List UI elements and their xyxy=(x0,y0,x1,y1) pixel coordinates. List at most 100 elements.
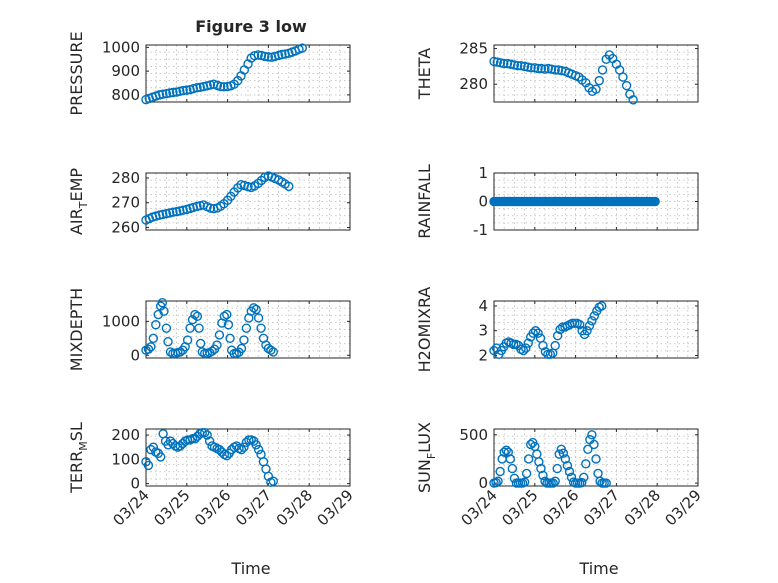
chart-4-point xyxy=(249,303,259,313)
chart-1-point xyxy=(628,95,638,105)
chart-4-point xyxy=(236,343,247,354)
chart-6-ylabel: TERRMSL xyxy=(67,422,90,494)
chart-5-series xyxy=(489,301,607,359)
chart-2-ylabel: AIRTEMP xyxy=(67,168,90,235)
chart-5-point xyxy=(518,345,529,356)
chart-4-series xyxy=(141,297,278,359)
chart-7-point xyxy=(536,463,546,474)
chart-2-ylabel-suffix: EMP xyxy=(67,168,86,202)
chart-1-point xyxy=(621,80,632,91)
chart-6-point xyxy=(263,471,274,481)
chart-0-point xyxy=(158,89,168,99)
chart-7-point xyxy=(589,439,599,450)
chart-7-ytick-label: 500 xyxy=(459,426,488,444)
chart-4-point xyxy=(253,313,264,323)
chart-2-ytick-label: 280 xyxy=(111,169,140,187)
chart-0-series xyxy=(141,43,307,105)
chart-4-point xyxy=(207,346,217,356)
chart-2-point xyxy=(205,203,216,213)
chart-1-series xyxy=(489,50,638,105)
chart-4-point xyxy=(256,323,266,333)
chart-7-xlabel: Time xyxy=(578,559,618,578)
chart-4-point xyxy=(251,304,261,315)
chart-7-ylabel: SUNFLUX xyxy=(415,422,438,493)
chart-7-point xyxy=(591,454,601,464)
chart-1-point xyxy=(597,65,608,75)
chart-4-point xyxy=(214,330,225,340)
chart-4-point xyxy=(222,309,232,320)
chart-7-point xyxy=(558,448,569,458)
chart-0-point xyxy=(253,50,263,60)
chart-6-point xyxy=(202,430,212,440)
chart-6-ytick-label: 100 xyxy=(111,450,140,468)
chart-4-point xyxy=(192,311,203,321)
chart-6-point xyxy=(143,460,154,471)
chart-7-point xyxy=(583,444,593,454)
chart-2-point xyxy=(178,205,188,215)
chart-5-ytick-label: 4 xyxy=(478,297,488,315)
chart-2-point xyxy=(188,202,199,213)
chart-6-point xyxy=(214,444,225,455)
chart-0-ytick-label: 800 xyxy=(111,86,140,104)
chart-4-point xyxy=(225,333,235,344)
chart-1-point xyxy=(594,75,604,86)
chart-5-point xyxy=(530,326,541,336)
chart-7-point xyxy=(560,454,571,464)
chart-4-point xyxy=(146,342,156,352)
chart-6-ytick-label: 200 xyxy=(111,426,140,444)
chart-4-point xyxy=(195,338,206,349)
chart-4-point xyxy=(157,297,168,308)
chart-2-ytick-label: 260 xyxy=(111,219,140,237)
chart-7-point xyxy=(495,466,505,477)
chart-7-ylabel-prefix: SUN xyxy=(415,459,434,493)
chart-2-ylabel-prefix: AIR xyxy=(67,208,86,235)
chart-1-point xyxy=(499,58,509,69)
chart-6-point xyxy=(253,444,264,455)
chart-7-point xyxy=(554,449,564,459)
chart-7-point xyxy=(552,463,562,474)
chart-0-point xyxy=(297,43,307,53)
chart-5-axis-box xyxy=(493,300,699,359)
chart-5-point xyxy=(533,328,543,338)
air-temp-axes: 260 270 280 AIRTEMP xyxy=(67,168,351,237)
theta-axes: 280 285 THETA xyxy=(415,40,699,105)
chart-7-point xyxy=(601,478,611,488)
chart-6-series xyxy=(141,427,278,488)
chart-6-point xyxy=(200,427,210,438)
chart-0-ytick-label: 900 xyxy=(111,62,140,80)
chart-1-point xyxy=(618,72,628,82)
chart-0-point xyxy=(260,51,270,62)
chart-5-point xyxy=(521,343,531,353)
chart-6-point xyxy=(268,476,278,486)
chart-2-point xyxy=(158,209,168,220)
chart-4-point xyxy=(143,344,154,354)
chart-5-ytick-label: 2 xyxy=(478,347,488,365)
chart-5-point xyxy=(574,319,585,330)
chart-6-point xyxy=(146,444,156,455)
chart-5-point xyxy=(538,340,548,351)
chart-7-point xyxy=(503,447,513,457)
chart-4-point xyxy=(151,320,161,330)
chart-7-point xyxy=(521,468,532,479)
chart-7-point xyxy=(587,430,597,440)
chart-2-point xyxy=(168,207,178,217)
chart-4-point xyxy=(163,337,173,347)
chart-1-point xyxy=(536,63,547,74)
chart-7-ylabel-suffix: LUX xyxy=(415,422,434,453)
chart-7-series xyxy=(489,430,611,488)
chart-0-point xyxy=(182,85,192,95)
chart-0-point xyxy=(192,83,202,93)
chart-6-point xyxy=(222,450,232,461)
chart-5-point xyxy=(528,328,538,338)
mixdepth-axes: 0 1000 MIXDEPTH xyxy=(67,288,351,371)
chart-7-point xyxy=(505,454,516,464)
chart-5-point xyxy=(523,338,533,348)
chart-5-point xyxy=(587,316,597,326)
chart-1-ytick-label: 280 xyxy=(459,75,488,93)
chart-0-point xyxy=(188,83,199,94)
chart-1-point xyxy=(526,63,536,73)
chart-1-point xyxy=(550,65,560,75)
chart-3-ytick-label: -1 xyxy=(473,221,488,239)
chart-6-point xyxy=(165,436,176,446)
chart-6-ylabel-suffix: SL xyxy=(67,422,86,441)
